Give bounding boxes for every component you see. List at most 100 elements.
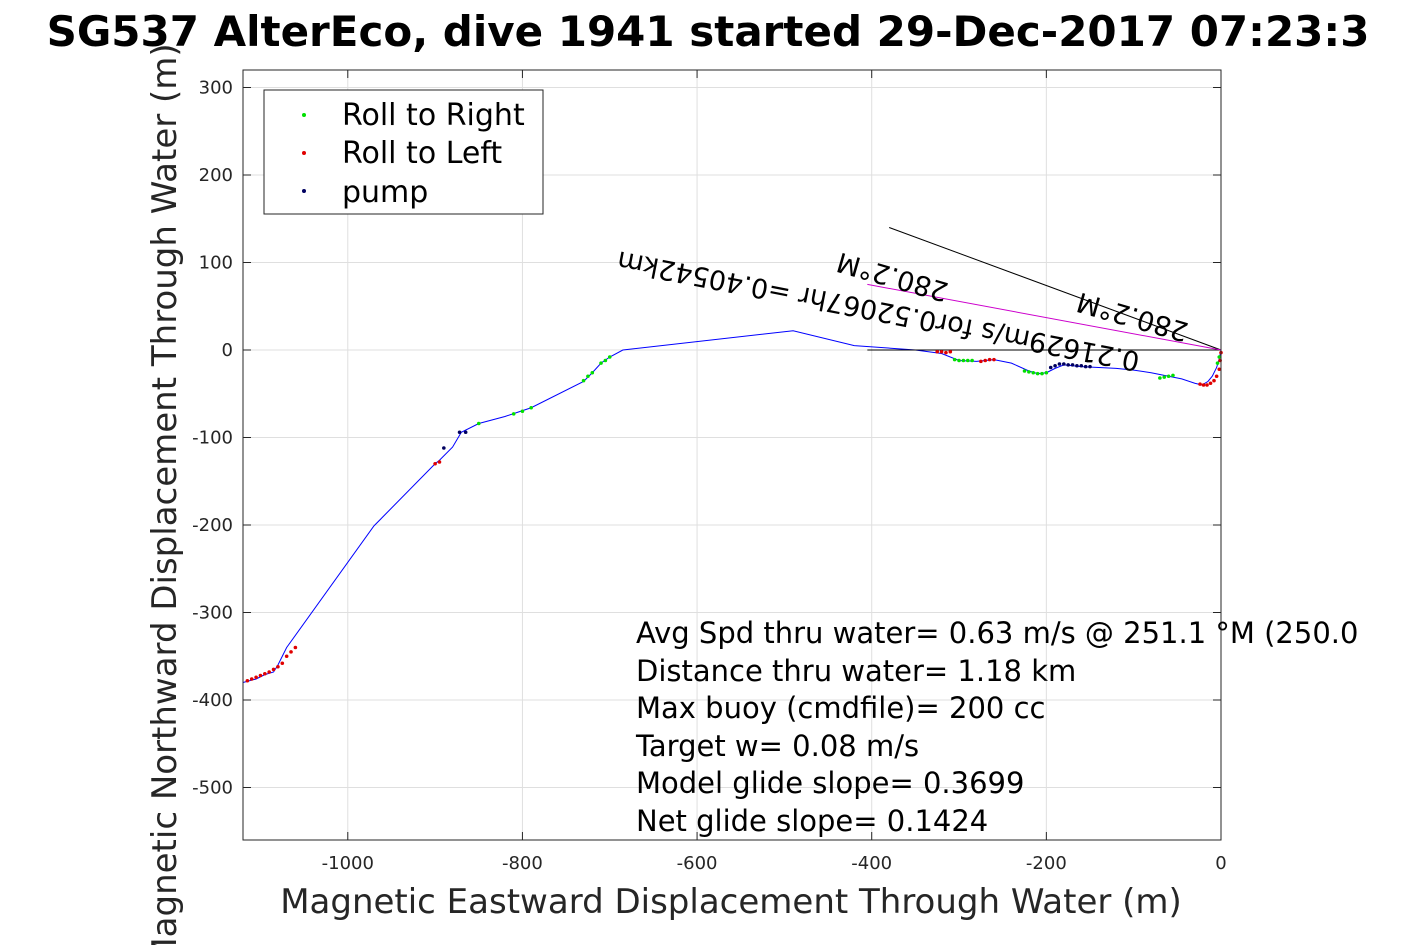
- annotation-target-w: Target w= 0.08 m/s: [635, 729, 919, 763]
- glider-track-line: [242, 330, 1222, 683]
- roll-left-point: [992, 357, 996, 362]
- pump-point: [1070, 363, 1075, 367]
- heading-vector-line: [867, 283, 1222, 351]
- roll-right-point: [476, 421, 481, 426]
- plot-frame: [242, 69, 1222, 841]
- roll-left-point: [948, 349, 953, 354]
- x-tick-label: -200: [1026, 853, 1067, 874]
- roll-right-point: [581, 378, 586, 383]
- data-layer: [242, 227, 1223, 683]
- y-tick-label: -400: [192, 690, 233, 711]
- x-axis-label: Magnetic Eastward Displacement Through W…: [280, 882, 1182, 922]
- pump-point: [463, 430, 468, 435]
- roll-left-point: [979, 359, 983, 364]
- legend-marker-roll-right: [302, 113, 306, 117]
- roll-right-point: [1027, 370, 1031, 374]
- roll-right-point: [511, 412, 516, 416]
- roll-right-point: [1044, 370, 1049, 375]
- roll-left-point: [1212, 378, 1216, 383]
- x-tick-label: 0: [1215, 853, 1226, 874]
- annotation-model-glide: Model glide slope= 0.3699: [636, 766, 1024, 800]
- roll-left-point: [284, 654, 289, 659]
- y-tick-label: 200: [199, 165, 233, 186]
- legend-box: [263, 89, 544, 215]
- legend: Roll to Right Roll to Left pump: [263, 89, 544, 215]
- roll-right-point: [952, 357, 957, 362]
- roll-right-point: [603, 358, 608, 363]
- roll-right-point: [599, 361, 603, 365]
- x-tick-label: -400: [851, 853, 892, 874]
- pump-point: [1088, 364, 1092, 369]
- roll-right-point: [961, 358, 966, 363]
- y-tick-label: 0: [222, 340, 233, 361]
- legend-marker-roll-left: [302, 151, 306, 155]
- summary-annotations: Avg Spd thru water= 0.63 m/s @ 251.1 °M …: [635, 616, 1358, 838]
- roll-left-point: [983, 358, 988, 363]
- roll-left-point: [254, 675, 258, 680]
- legend-label-roll-right: Roll to Right: [342, 98, 525, 133]
- heading-vector-line: [889, 227, 1222, 351]
- roll-left-point: [258, 673, 263, 678]
- annotation-net-glide: Net glide slope= 0.1424: [636, 804, 988, 838]
- roll-left-point: [433, 461, 437, 466]
- roll-left-point: [1208, 381, 1213, 386]
- roll-right-point: [529, 405, 533, 410]
- annotation-distance: Distance thru water= 1.18 km: [636, 654, 1076, 688]
- roll-left-point: [271, 667, 276, 672]
- y-axis-label: Magnetic Northward Displacement Through …: [145, 43, 185, 945]
- roll-left-point: [263, 671, 267, 676]
- roll-left-point: [1214, 374, 1219, 379]
- pump-point: [457, 430, 462, 435]
- legend-marker-pump: [302, 189, 306, 193]
- chart-title: SG537 AlterEco, dive 1941 started 29-Dec…: [47, 7, 1370, 56]
- legend-label-pump: pump: [342, 175, 428, 210]
- roll-right-point: [1166, 374, 1171, 379]
- roll-right-point: [1031, 370, 1036, 375]
- roll-right-point: [970, 358, 974, 363]
- pump-point: [1048, 365, 1053, 370]
- pump-point: [1083, 364, 1088, 369]
- x-tick-label: -1000: [322, 853, 374, 874]
- roll-left-point: [437, 460, 442, 464]
- pump-point: [1079, 363, 1084, 368]
- pump-point: [1075, 363, 1079, 368]
- roll-right-point: [1040, 371, 1044, 376]
- legend-label-roll-left: Roll to Left: [342, 136, 502, 171]
- pump-point: [1057, 362, 1062, 366]
- roll-left-point: [939, 349, 944, 354]
- roll-left-point: [289, 650, 293, 654]
- pump-point: [1053, 363, 1057, 368]
- y-tick-label: 300: [199, 78, 233, 99]
- x-tick-label: -600: [677, 853, 718, 874]
- roll-right-point: [1217, 355, 1222, 359]
- roll-left-point: [249, 677, 254, 681]
- pump-point: [1062, 362, 1066, 366]
- roll-left-point: [987, 357, 992, 362]
- y-tick-label: -100: [192, 428, 233, 449]
- roll-right-point: [586, 374, 590, 379]
- roll-right-point: [1162, 375, 1167, 379]
- annotation-avg-speed: Avg Spd thru water= 0.63 m/s @ 251.1 °M …: [636, 616, 1358, 650]
- roll-left-point: [1205, 383, 1209, 387]
- x-tick-label: -800: [502, 853, 543, 874]
- roll-right-point: [590, 370, 595, 375]
- annotation-max-buoy: Max buoy (cmdfile)= 200 cc: [636, 691, 1045, 725]
- y-tick-label: -200: [192, 515, 233, 536]
- roll-right-point: [965, 358, 970, 363]
- roll-right-point: [1171, 373, 1175, 378]
- y-tick-label: 100: [199, 253, 233, 274]
- roll-right-point: [1158, 376, 1162, 380]
- y-tick-label: -300: [192, 603, 233, 624]
- pump-point: [1066, 363, 1070, 367]
- roll-left-point: [280, 661, 285, 666]
- roll-left-point: [293, 645, 298, 650]
- roll-left-point: [1217, 367, 1222, 372]
- roll-left-point: [267, 670, 271, 674]
- roll-left-point: [245, 678, 250, 683]
- roll-left-point: [944, 350, 948, 355]
- roll-right-point: [957, 358, 961, 363]
- roll-left-point: [276, 664, 280, 669]
- y-tick-label: -500: [192, 778, 233, 799]
- roll-right-point: [607, 355, 612, 359]
